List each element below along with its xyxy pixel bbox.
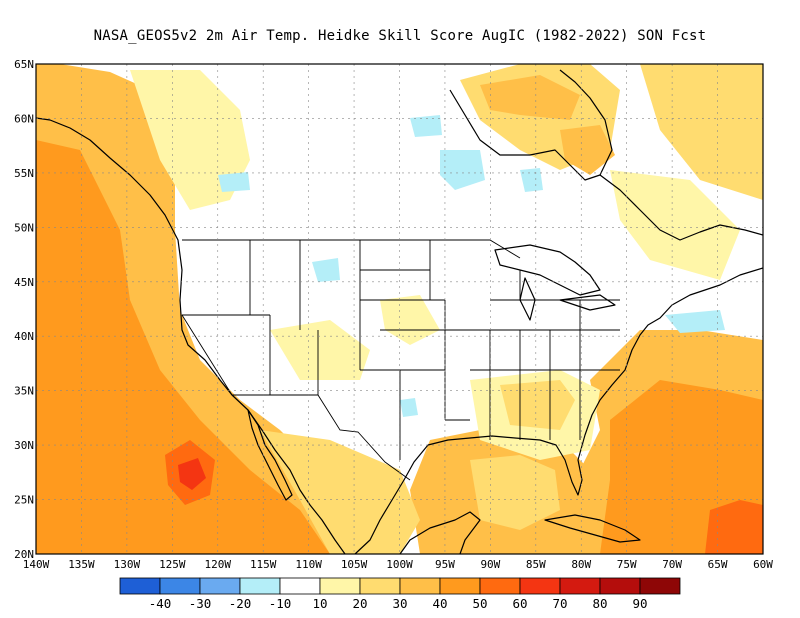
lat-tick-label: 20N — [14, 548, 34, 561]
colorbar-label: -20 — [229, 596, 252, 611]
negative-skill-patch-texas — [400, 398, 418, 417]
lon-tick-label: 90W — [480, 558, 500, 571]
colorbar-swatch — [199, 577, 241, 595]
lon-tick-label: 125W — [159, 558, 186, 571]
lat-tick-label: 60N — [14, 112, 34, 125]
southeast-us-low-skill-area — [500, 380, 575, 430]
plains-weak-skill-area — [380, 295, 440, 345]
lon-tick-label: 80W — [571, 558, 591, 571]
labrador-skill-area — [640, 64, 763, 200]
hudson-bay-coastline — [449, 69, 613, 181]
map-title: NASA_GEOS5v2 2m Air Temp. Heidke Skill S… — [93, 28, 707, 44]
pacific-peak-core — [178, 458, 206, 490]
coastlines-borders — [35, 69, 764, 555]
colorbar-swatch — [439, 577, 481, 595]
lon-tick-label: 85W — [526, 558, 546, 571]
lat-tick-label: 40N — [14, 330, 34, 343]
colorbar-swatch — [479, 577, 521, 595]
colorbar-swatch — [639, 577, 681, 595]
lat-tick-label: 25N — [14, 494, 34, 507]
pacific-coastline — [35, 117, 346, 555]
longitude-labels: 140W 135W 130W 125W 120W 115W 110W 105W 100W 95W 9… — [23, 558, 774, 571]
colorbar-label: -30 — [189, 596, 212, 611]
negative-skill-patch-newengland — [665, 310, 725, 333]
lon-tick-label: 100W — [386, 558, 413, 571]
colorbar-label: 40 — [432, 596, 447, 611]
lat-tick-label: 30N — [14, 439, 34, 452]
lon-tick-label: 135W — [68, 558, 95, 571]
lon-tick-label: 70W — [662, 558, 682, 571]
colorbar-swatch — [559, 577, 601, 595]
colorbar-swatch — [239, 577, 281, 595]
yucatan-coastline — [399, 511, 481, 555]
lon-tick-label: 140W — [23, 558, 50, 571]
colorbar-label: 90 — [632, 596, 647, 611]
negative-skill-patch-canada — [440, 150, 485, 190]
colorbar-swatch — [119, 577, 161, 595]
lat-tick-label: 50N — [14, 221, 34, 234]
negative-skill-patch-ontario — [520, 168, 543, 192]
colorbar-label: 10 — [312, 596, 327, 611]
latitude-labels: 65N 60N 55N 50N 45N 40N 35N 30N 25N 20N — [14, 58, 34, 561]
atlantic-peak-skill-area — [705, 500, 763, 554]
colorbar-label: 20 — [352, 596, 367, 611]
hudson-bay-east-skill-area — [560, 125, 615, 175]
map-frame — [35, 63, 764, 555]
gridlines — [36, 64, 763, 554]
state-borders — [181, 239, 620, 481]
mexico-skill-area — [260, 430, 420, 554]
colorbar: -40 -30 -20 -10 10 20 30 40 50 60 70 80 90 — [119, 577, 681, 611]
lon-tick-label: 95W — [435, 558, 455, 571]
colorbar-label: 70 — [552, 596, 567, 611]
negative-skill-patch-montana — [312, 258, 340, 282]
lat-tick-label: 35N — [14, 385, 34, 398]
lon-tick-label: 105W — [341, 558, 368, 571]
colorbar-label: 80 — [592, 596, 607, 611]
central-us-weak-skill-area — [270, 320, 370, 380]
labrador-weak-skill-area — [610, 170, 740, 280]
colorbar-label: -10 — [269, 596, 292, 611]
lon-tick-label: 110W — [295, 558, 322, 571]
lat-tick-label: 55N — [14, 167, 34, 180]
colorbar-swatch — [279, 577, 321, 595]
colorbar-swatch — [399, 577, 441, 595]
negative-skill-patch-prairies — [218, 172, 250, 192]
baja-peninsula — [247, 409, 293, 501]
state-lines — [181, 240, 620, 460]
colorbar-label: 50 — [472, 596, 487, 611]
hudson-bay-high-skill-area — [480, 75, 580, 120]
lon-tick-label: 130W — [114, 558, 141, 571]
lon-tick-label: 60W — [753, 558, 773, 571]
lon-tick-label: 120W — [205, 558, 232, 571]
us-canada-border — [182, 239, 521, 259]
lon-tick-label: 65W — [708, 558, 728, 571]
colorbar-swatch — [359, 577, 401, 595]
lon-tick-label: 75W — [617, 558, 637, 571]
pacific-high-skill-area — [36, 140, 330, 554]
colorbar-swatch — [159, 577, 201, 595]
colorbar-label: 30 — [392, 596, 407, 611]
colorbar-swatch — [599, 577, 641, 595]
negative-skill-patch-quebec — [410, 115, 442, 137]
colorbar-label: 60 — [512, 596, 527, 611]
colorbar-label: -40 — [149, 596, 172, 611]
gulf-coastline — [354, 267, 764, 555]
lat-tick-label: 65N — [14, 58, 34, 71]
gulf-low-skill-area — [470, 455, 560, 530]
colorbar-swatch — [519, 577, 561, 595]
lat-tick-label: 45N — [14, 276, 34, 289]
cuba-outline — [544, 514, 641, 543]
colorbar-swatch — [319, 577, 361, 595]
us-mexico-border — [232, 394, 411, 481]
lon-tick-label: 115W — [250, 558, 277, 571]
